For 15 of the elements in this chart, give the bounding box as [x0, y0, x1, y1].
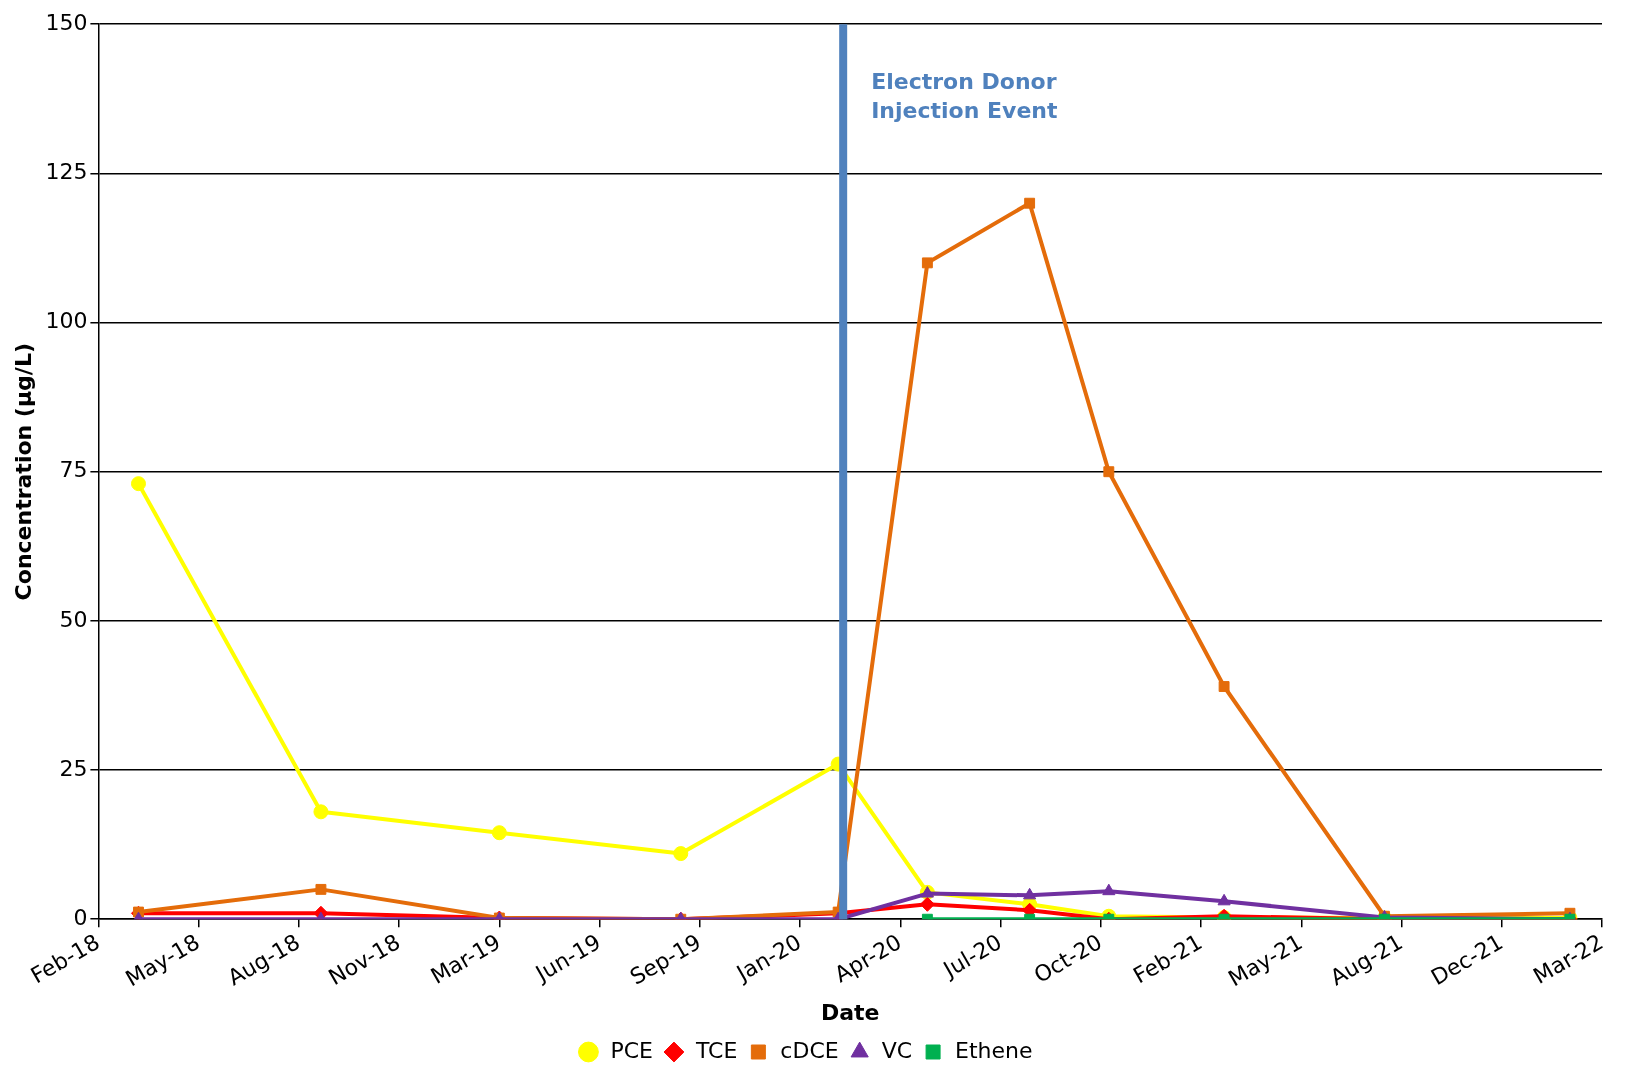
y-tick-label: 125	[45, 159, 88, 185]
legend-label: cDCE	[780, 1037, 839, 1063]
y-tick-label: 0	[73, 904, 88, 930]
ref-line-label: Electron Donor Injection Event	[871, 68, 1058, 123]
y-tick-label: 75	[59, 457, 88, 483]
legend-label: PCE	[610, 1037, 653, 1063]
y-tick-label: 50	[59, 606, 88, 632]
y-tick-label: 150	[45, 9, 88, 35]
legend-label: TCE	[694, 1037, 738, 1063]
y-axis-title: Concentration (µg/L)	[10, 343, 36, 601]
legend-label: VC	[881, 1037, 913, 1063]
y-tick-label: 25	[59, 755, 88, 781]
legend-label: Ethene	[955, 1037, 1033, 1063]
x-axis-title: Date	[820, 999, 880, 1025]
y-tick-label: 100	[45, 308, 88, 334]
